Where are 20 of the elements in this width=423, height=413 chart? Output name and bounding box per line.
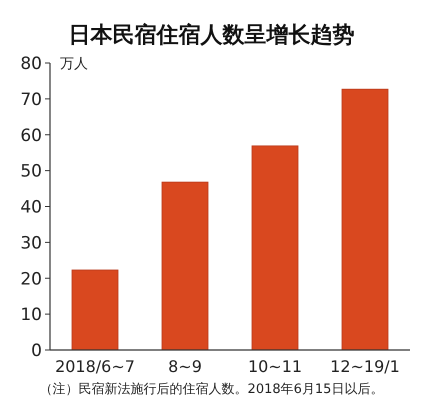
y-tick-label: 80 (20, 54, 42, 74)
y-axis-title: 万人 (60, 56, 88, 72)
y-tick-label: 50 (20, 162, 42, 182)
y-tick-label: 40 (20, 198, 42, 218)
x-tick-label: 12~19/1 (330, 357, 400, 376)
x-tick-label: 8~9 (168, 357, 202, 376)
y-tick-label: 0 (31, 341, 42, 361)
bar (162, 182, 208, 350)
bar (72, 270, 118, 350)
y-tick-label: 70 (20, 90, 42, 110)
y-tick-label: 20 (20, 269, 42, 290)
bar (252, 145, 298, 350)
y-tick-label: 30 (20, 233, 42, 254)
y-tick-label: 60 (20, 126, 42, 146)
text: （注）民宿新法施行后的住宿人数。2018年6月15日以后。 (40, 381, 384, 397)
x-tick-label: 10~11 (248, 357, 302, 376)
y-tick-label: 10 (20, 305, 42, 326)
chart-title: 日本民宿住宿人数呈增长趋势 (68, 22, 354, 48)
bar (342, 88, 388, 350)
x-tick-label: 2018/6~7 (55, 357, 135, 376)
